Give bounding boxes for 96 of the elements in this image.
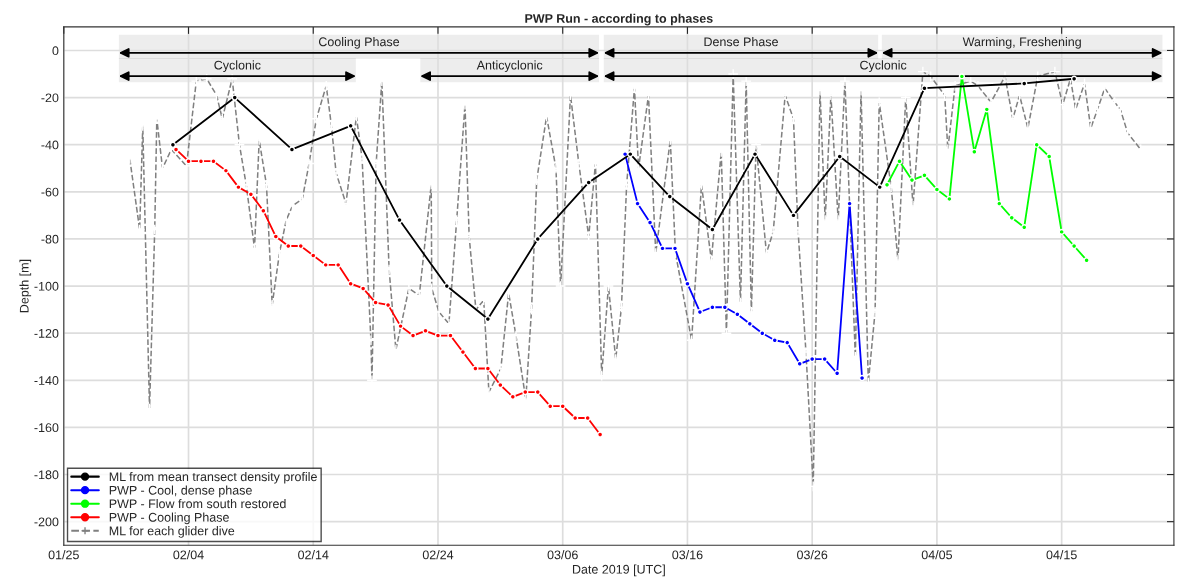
point — [459, 348, 467, 356]
x-tick-label: 02/14 — [298, 550, 329, 560]
point — [210, 158, 217, 165]
point — [372, 299, 379, 306]
point — [627, 151, 634, 158]
point — [709, 226, 716, 233]
point — [447, 332, 454, 339]
point — [322, 261, 329, 268]
x-tick-label: 03/26 — [797, 550, 828, 560]
point — [666, 193, 673, 200]
point — [484, 365, 491, 372]
point — [534, 235, 541, 243]
point — [796, 360, 803, 367]
point — [721, 304, 728, 311]
point — [443, 282, 450, 290]
point — [996, 200, 1003, 207]
point — [288, 146, 296, 153]
point — [396, 216, 403, 224]
y-tick-label: -200 — [34, 517, 59, 527]
point — [360, 285, 367, 292]
band-label: Warming, Freshening — [962, 37, 1081, 49]
x-tick-label: 02/24 — [422, 550, 454, 560]
point — [272, 233, 279, 240]
y-tick-label: -120 — [34, 328, 59, 338]
x-tick-label: 04/15 — [1046, 550, 1077, 560]
point — [222, 167, 230, 174]
band-label: Anticyclonic — [476, 60, 543, 72]
point — [297, 242, 304, 250]
point — [509, 393, 516, 400]
legend-label: PWP - Flow from south restored — [109, 499, 286, 509]
point — [409, 332, 417, 339]
y-tick-label: 0 — [52, 46, 59, 56]
point — [921, 172, 928, 179]
point — [1071, 242, 1078, 250]
point — [809, 355, 816, 363]
y-tick-label: -20 — [41, 93, 59, 103]
point — [347, 280, 354, 287]
point — [310, 252, 317, 259]
point — [784, 339, 791, 346]
point — [1008, 214, 1015, 221]
point — [484, 315, 491, 323]
x-tick-label: 03/16 — [672, 550, 703, 560]
point — [908, 176, 916, 184]
y-tick-label: -80 — [41, 234, 59, 244]
point — [235, 183, 242, 191]
point — [836, 153, 843, 160]
point — [751, 151, 759, 158]
point — [684, 280, 691, 287]
point — [169, 141, 177, 148]
y-tick-label: -40 — [41, 140, 59, 150]
y-axis-title: Depth [m] — [19, 259, 32, 313]
point — [247, 191, 255, 198]
point — [497, 381, 504, 389]
point — [634, 200, 641, 207]
point — [522, 388, 529, 396]
y-tick-label: -100 — [34, 281, 59, 291]
legend-label: PWP - Cool, dense phase — [109, 485, 252, 498]
point — [559, 403, 566, 410]
point — [746, 320, 753, 327]
band-label: Cyclonic — [860, 60, 907, 72]
point — [231, 94, 238, 101]
band-label: Cooling Phase — [318, 37, 400, 49]
y-tick-label: -140 — [34, 376, 59, 385]
y-tick-label: -160 — [34, 423, 59, 433]
legend-label: PWP - Cooling Phase — [109, 512, 229, 525]
band-label: Cyclonic — [214, 60, 261, 72]
point — [260, 207, 267, 214]
point — [1021, 80, 1028, 87]
point — [958, 73, 965, 80]
point — [858, 374, 866, 382]
chart-title: PWP Run - according to phases — [525, 13, 713, 26]
y-tick-label: -60 — [41, 187, 59, 197]
point — [646, 219, 654, 226]
legend-label: ML for each glider dive — [109, 526, 235, 538]
x-tick-label: 04/05 — [921, 550, 953, 560]
point — [585, 179, 592, 186]
point — [434, 332, 442, 339]
point — [397, 322, 404, 330]
point — [472, 365, 479, 372]
point — [759, 330, 766, 337]
point — [846, 200, 853, 207]
point — [1071, 75, 1078, 82]
x-tick-label: 01/25 — [48, 550, 79, 560]
band-label: Dense Phase — [704, 37, 778, 47]
x-tick-label: 02/04 — [173, 550, 204, 560]
point — [172, 146, 180, 153]
point — [734, 311, 741, 318]
y-tick-label: -180 — [34, 470, 59, 480]
point — [921, 85, 928, 92]
x-tick-label: 03/06 — [547, 550, 578, 560]
point — [896, 158, 903, 165]
x-axis-title: Date 2019 [UTC] — [572, 564, 665, 577]
point — [933, 186, 941, 193]
point — [876, 183, 883, 191]
legend-label: ML from mean transect density profile — [109, 471, 317, 484]
point — [185, 158, 192, 165]
